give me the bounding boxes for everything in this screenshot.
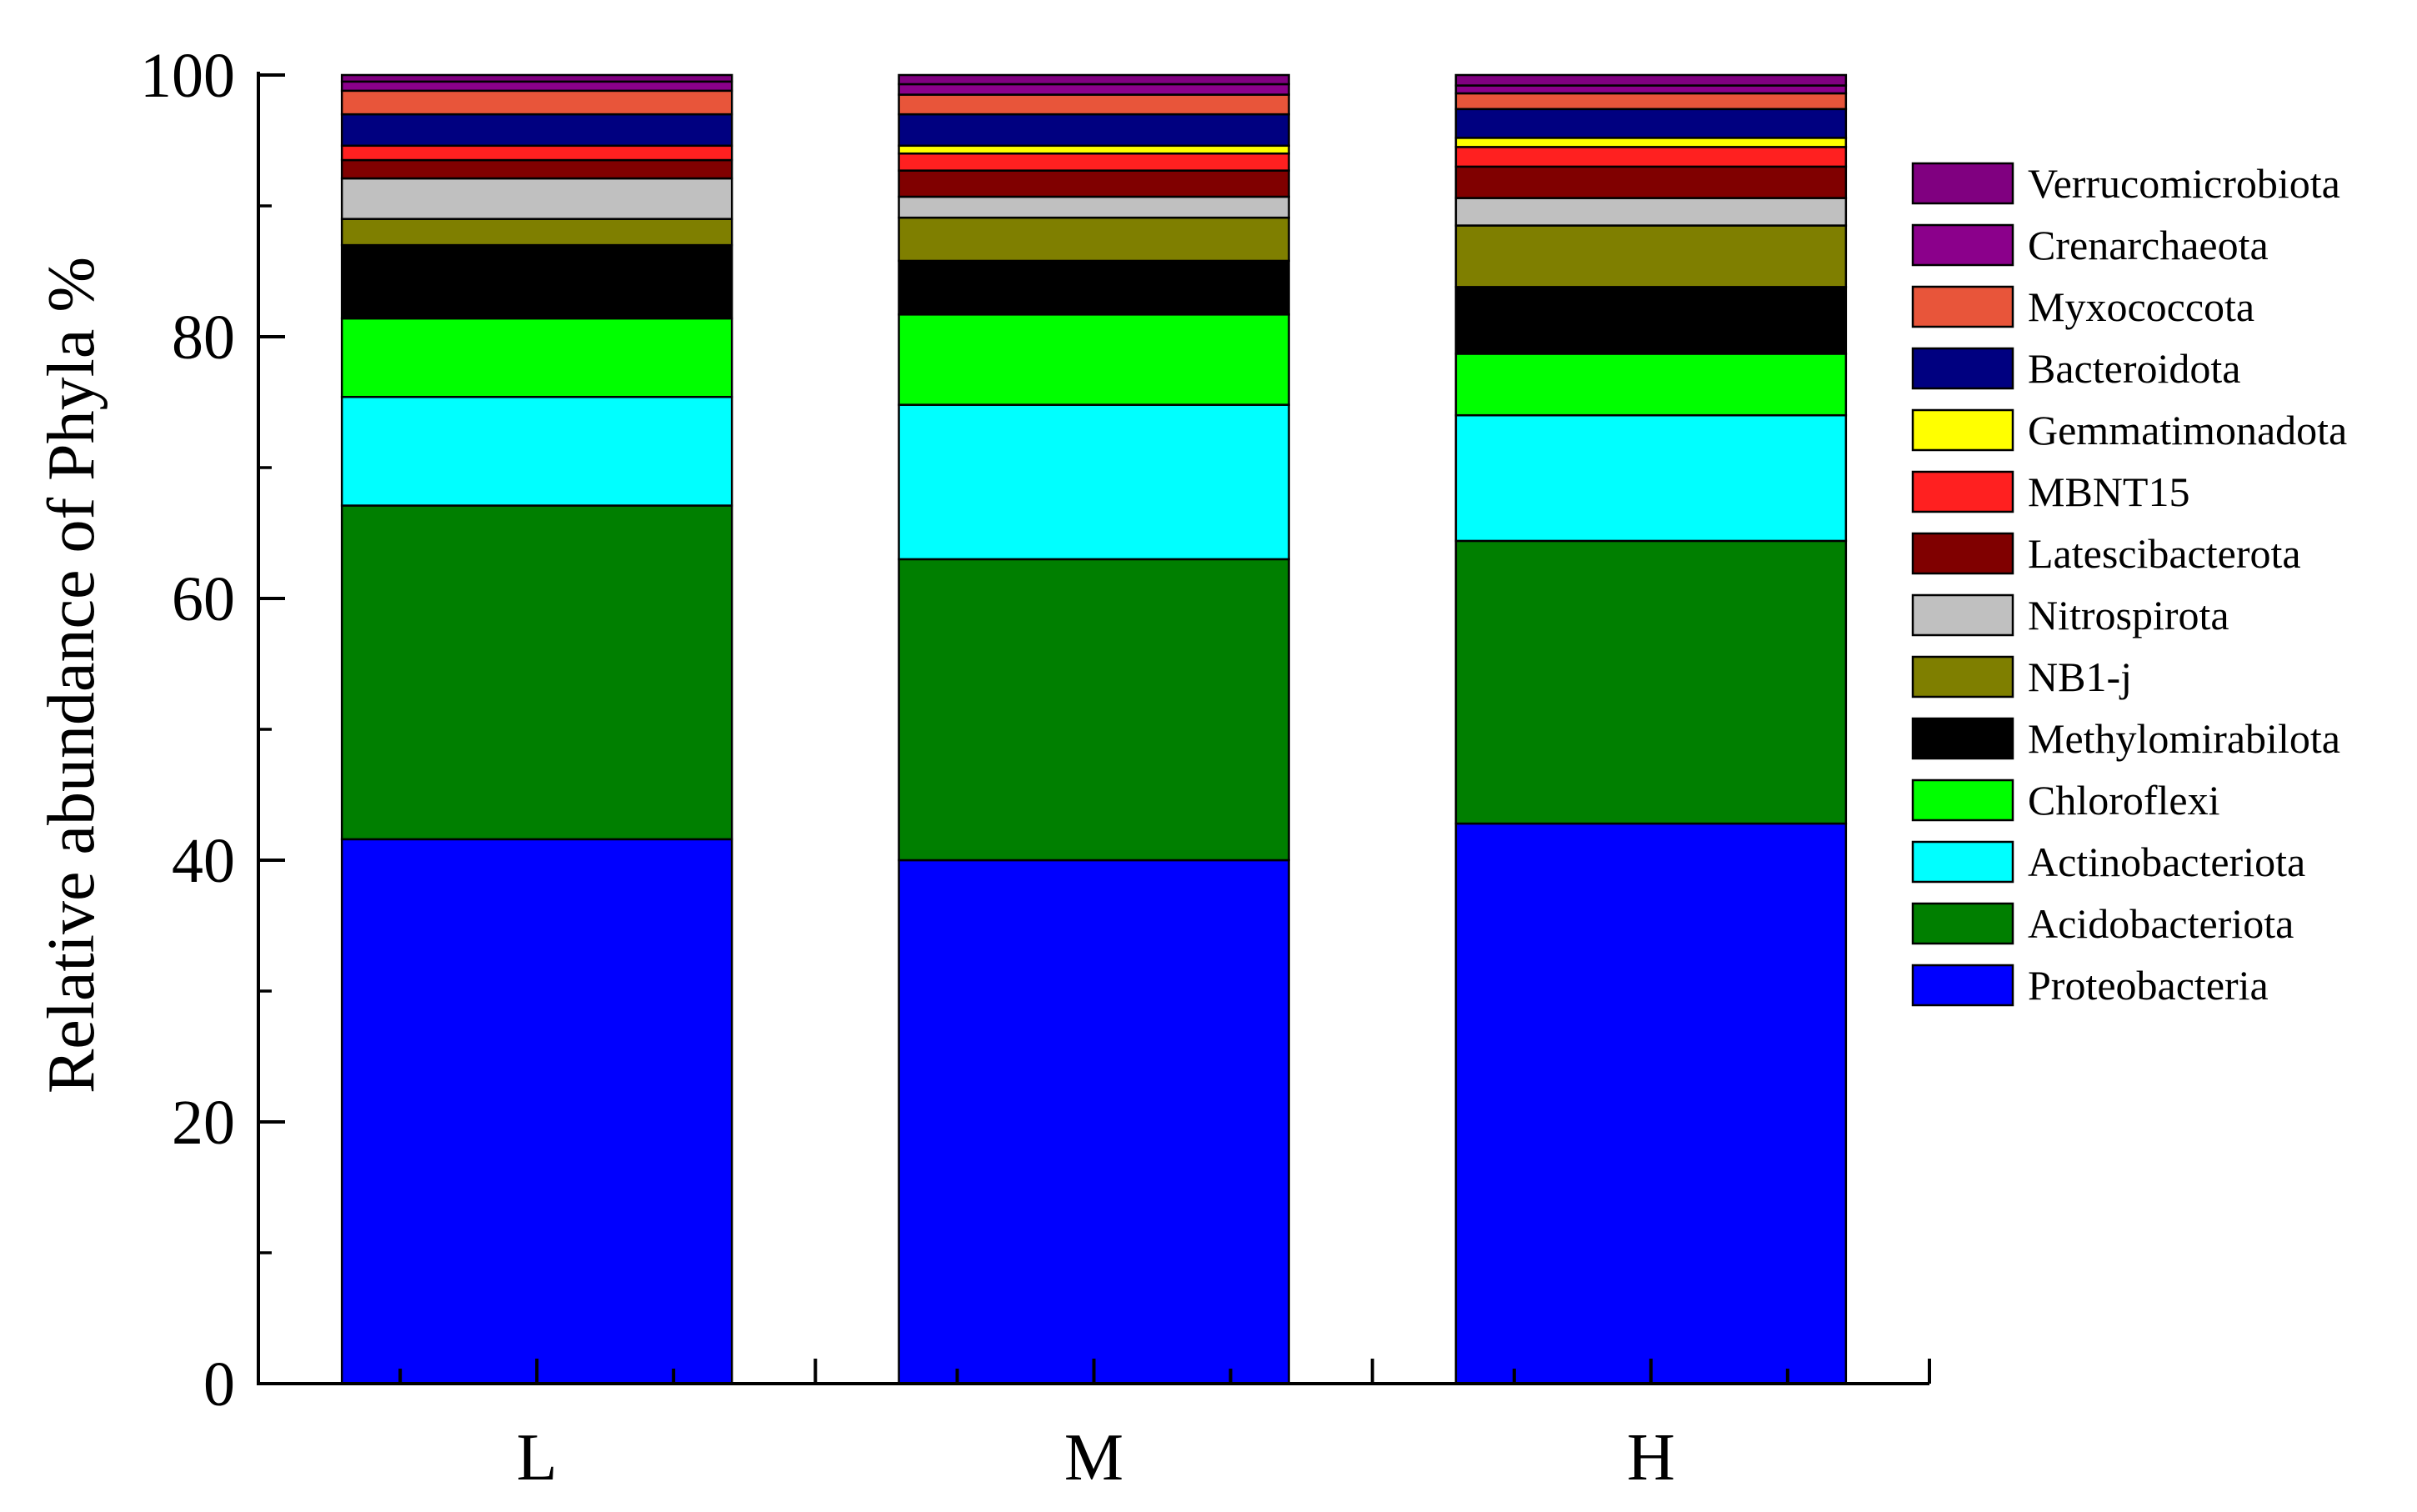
bar-segment-L-myxococcota (340, 89, 733, 116)
y-ticks-layer: 0 20 40 60 80 100 (140, 41, 285, 1419)
bar-segment-L-verrucomicrobiota (340, 73, 733, 83)
bar-segment-L-actinobacteriota (340, 395, 733, 507)
legend-item-gemmatimonadota: Gemmatimonadota (1911, 407, 2347, 453)
legend-swatch (1911, 470, 2014, 513)
legend-item-latescibacterota: Latescibacterota (1911, 530, 2301, 577)
bar-segment-L-nitrospirota (340, 177, 733, 220)
legend-label: MBNT15 (2028, 468, 2189, 515)
x-category-label: M (1064, 1421, 1123, 1494)
bar-segment-H-latescibacterota (1454, 165, 1848, 199)
y-tick-label: 20 (172, 1088, 235, 1158)
legend: Verrucomicrobiota Crenarchaeota Myxococcot… (1911, 160, 2347, 1009)
bar-segment-M-nb1-j (898, 216, 1290, 263)
bar-segment-M-methylomirabilota (898, 259, 1290, 316)
legend-swatch (1911, 717, 2014, 760)
bar-segment-M-crenarchaeota (898, 83, 1290, 96)
y-tick-label: 60 (172, 564, 235, 634)
legend-label: NB1-j (2028, 653, 2132, 700)
legend-item-proteobacteria: Proteobacteria (1911, 962, 2269, 1009)
bar-segment-H-nitrospirota (1454, 197, 1848, 227)
legend-item-myxococcota: Myxococcota (1911, 283, 2254, 330)
legend-swatch (1911, 902, 2014, 945)
legend-item-actinobacteriota: Actinobacteriota (1911, 839, 2305, 885)
legend-item-methylomirabilota: Methylomirabilota (1911, 715, 2340, 762)
bar-segment-M-mbnt15 (898, 152, 1290, 172)
legend-item-verrucomicrobiota: Verrucomicrobiota (1911, 160, 2340, 207)
bar-segment-M-proteobacteria (898, 859, 1290, 1385)
bar-segment-H-actinobacteriota (1454, 413, 1848, 543)
legend-swatch (1911, 779, 2014, 822)
y-tick-label: 80 (172, 303, 235, 373)
bar-segment-L-acidobacteriota (340, 504, 733, 841)
bar-segment-M-acidobacteriota (898, 558, 1290, 862)
bar-segment-H-nb1-j (1454, 224, 1848, 288)
legend-swatch (1911, 532, 2014, 575)
legend-item-nitrospirota: Nitrospirota (1911, 592, 2229, 638)
legend-swatch (1911, 408, 2014, 452)
legend-label: Proteobacteria (2028, 962, 2269, 1009)
bar-segment-H-verrucomicrobiota (1454, 73, 1848, 87)
legend-swatch (1911, 655, 2014, 698)
legend-label: Gemmatimonadota (2028, 407, 2347, 453)
legend-swatch (1911, 223, 2014, 267)
y-tick-label: 0 (203, 1349, 235, 1419)
legend-label: Bacteroidota (2028, 345, 2240, 392)
y-tick-label: 40 (172, 826, 235, 896)
bar-segment-H-myxococcota (1454, 92, 1848, 111)
bar-segment-L-crenarchaeota (340, 80, 733, 93)
y-tick-label: 100 (140, 41, 235, 111)
bar-segment-L-latescibacterota (340, 158, 733, 180)
legend-label: Methylomirabilota (2028, 715, 2340, 762)
bar-segment-M-myxococcota (898, 93, 1290, 116)
bar-segment-L-bacteroidota (340, 113, 733, 148)
legend-item-nb1-j: NB1-j (1911, 653, 2132, 700)
legend-swatch (1911, 840, 2014, 884)
bar-segment-L-chloroflexi (340, 317, 733, 398)
legend-swatch (1911, 285, 2014, 328)
x-category-label: H (1627, 1421, 1675, 1494)
legend-label: Verrucomicrobiota (2028, 160, 2340, 207)
bar-segment-H-methylomirabilota (1454, 286, 1848, 355)
bar-segment-L-nb1-j (340, 218, 733, 247)
bar-segment-M-chloroflexi (898, 313, 1290, 406)
bar-segment-L-proteobacteria (340, 838, 733, 1385)
legend-item-acidobacteriota: Acidobacteriota (1911, 900, 2294, 947)
legend-label: Acidobacteriota (2028, 900, 2294, 947)
bar-segment-M-latescibacterota (898, 169, 1290, 198)
bar-segment-H-proteobacteria (1454, 822, 1848, 1385)
bar-segment-H-mbnt15 (1454, 146, 1848, 168)
legend-swatch (1911, 593, 2014, 637)
legend-label: Actinobacteriota (2028, 839, 2305, 885)
legend-label: Myxococcota (2028, 283, 2254, 330)
bar-segment-L-mbnt15 (340, 144, 733, 162)
legend-swatch (1911, 964, 2014, 1007)
bar-segment-M-nitrospirota (898, 195, 1290, 219)
bar-segment-H-bacteroidota (1454, 108, 1848, 139)
legend-label: Nitrospirota (2028, 592, 2229, 638)
legend-item-crenarchaeota: Crenarchaeota (1911, 222, 2269, 268)
bar-segment-H-gemmatimonadota (1454, 137, 1848, 148)
legend-item-chloroflexi: Chloroflexi (1911, 777, 2220, 824)
legend-swatch (1911, 347, 2014, 390)
legend-item-bacteroidota: Bacteroidota (1911, 345, 2240, 392)
bar-segment-H-crenarchaeota (1454, 84, 1848, 95)
bar-segment-L-methylomirabilota (340, 243, 733, 320)
bar-segment-M-gemmatimonadota (898, 144, 1290, 155)
bar-segment-M-verrucomicrobiota (898, 73, 1290, 86)
bar-segment-M-actinobacteriota (898, 403, 1290, 561)
bars-layer (340, 73, 1848, 1385)
legend-swatch (1911, 162, 2014, 205)
legend-label: Chloroflexi (2028, 777, 2220, 824)
y-axis-title: Relative abundance of Phyla % (35, 257, 108, 1094)
bar-segment-H-chloroflexi (1454, 353, 1848, 417)
legend-label: Crenarchaeota (2028, 222, 2269, 268)
bar-segment-M-bacteroidota (898, 113, 1290, 148)
legend-label: Latescibacterota (2028, 530, 2301, 577)
legend-item-mbnt15: MBNT15 (1911, 468, 2189, 515)
bar-segment-H-acidobacteriota (1454, 539, 1848, 825)
x-category-label: L (517, 1421, 558, 1494)
